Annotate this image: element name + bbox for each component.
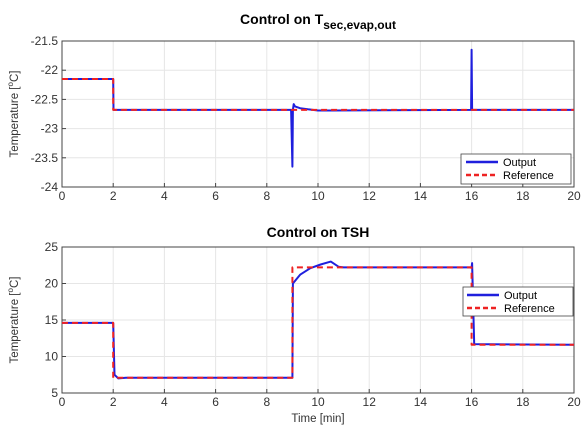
x-tick-label: 4 (161, 395, 168, 409)
y-tick-label: 20 (45, 277, 59, 291)
legend-reference-label: Reference (503, 170, 554, 182)
x-tick-label: 20 (567, 189, 581, 203)
y-tick-label: 15 (45, 313, 59, 327)
x-tick-label: 0 (59, 395, 66, 409)
legend-output-label: Output (504, 290, 537, 302)
y-tick-label: -23.5 (31, 151, 59, 165)
chart-title: Control on TSH (267, 224, 370, 240)
x-tick-label: 0 (59, 189, 66, 203)
y-tick-label: -22 (41, 63, 59, 77)
y-tick-label: -22.5 (31, 92, 59, 106)
x-tick-label: 18 (516, 189, 530, 203)
x-tick-label: 6 (212, 189, 219, 203)
x-axis-label: Time [min] (291, 413, 344, 425)
x-tick-label: 10 (311, 395, 325, 409)
legend-reference-label: Reference (504, 303, 555, 315)
x-tick-label: 2 (110, 395, 117, 409)
x-tick-label: 10 (311, 189, 325, 203)
x-tick-label: 20 (567, 395, 581, 409)
x-tick-label: 18 (516, 395, 530, 409)
y-tick-label: -21.5 (31, 34, 59, 48)
x-tick-label: 6 (212, 395, 219, 409)
x-tick-label: 12 (363, 395, 377, 409)
y-tick-label: -24 (41, 180, 59, 194)
x-tick-label: 2 (110, 189, 117, 203)
x-tick-label: 12 (363, 189, 377, 203)
y-tick-label: 5 (51, 386, 58, 400)
x-tick-label: 16 (465, 395, 479, 409)
legend: Output Reference (463, 287, 573, 316)
x-tick-label: 16 (465, 189, 479, 203)
y-tick-label: -23 (41, 122, 59, 136)
x-tick-label: 8 (263, 395, 270, 409)
legend: Output Reference (461, 154, 571, 184)
x-tick-label: 14 (414, 189, 428, 203)
x-tick-label: 8 (263, 189, 270, 203)
y-tick-label: 25 (45, 240, 59, 254)
y-tick-label: 10 (45, 350, 59, 364)
legend-output-label: Output (503, 157, 536, 169)
x-tick-label: 14 (414, 395, 428, 409)
x-tick-label: 4 (161, 189, 168, 203)
